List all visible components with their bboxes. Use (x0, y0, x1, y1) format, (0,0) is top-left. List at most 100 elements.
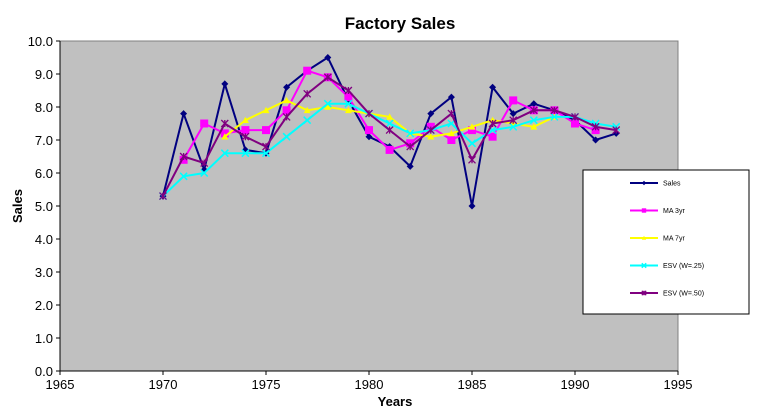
y-tick-label: 8.0 (35, 100, 53, 115)
data-point (262, 126, 270, 135)
data-point (591, 122, 600, 131)
series-layer (158, 54, 621, 210)
data-point (303, 106, 311, 114)
y-tick-label: 4.0 (35, 232, 53, 247)
data-point (641, 235, 647, 240)
data-point (509, 96, 518, 105)
y-tick-label: 5.0 (35, 199, 53, 214)
data-point (365, 109, 373, 118)
y-tick-label: 6.0 (35, 166, 53, 181)
x-tick-label: 1970 (149, 377, 178, 392)
data-point (468, 155, 476, 164)
data-point (447, 136, 456, 144)
data-point (468, 202, 476, 210)
data-point (261, 149, 271, 158)
series-3 (158, 99, 621, 201)
plot-area (59, 40, 679, 372)
legend-item: MA 3yr (630, 208, 685, 215)
data-point (641, 180, 647, 186)
data-point (467, 139, 477, 148)
data-point (324, 54, 332, 61)
chart-title: Factory Sales (345, 14, 456, 33)
x-tick-label: 1995 (664, 377, 693, 392)
data-point (221, 80, 229, 88)
series-4 (159, 73, 621, 201)
y-tick-label: 9.0 (35, 67, 53, 82)
data-point (365, 133, 373, 141)
legend-label: ESV (W=.50) (663, 291, 704, 298)
data-point (323, 99, 332, 108)
data-point (386, 113, 394, 120)
x-tick-label: 1985 (458, 377, 487, 392)
data-point (159, 192, 167, 201)
data-point (179, 152, 188, 161)
data-point (509, 116, 518, 125)
data-point (385, 126, 394, 135)
data-point (406, 142, 415, 151)
data-point (550, 106, 559, 115)
data-point (344, 106, 352, 114)
data-point (262, 142, 270, 151)
data-point (303, 66, 312, 75)
data-point (571, 119, 579, 128)
data-point (468, 123, 476, 130)
data-point (385, 145, 394, 154)
data-point (641, 290, 647, 296)
x-tick-label: 1980 (355, 377, 384, 392)
data-point (241, 149, 250, 158)
data-point (283, 83, 291, 91)
data-point (282, 132, 291, 141)
data-point (282, 112, 291, 121)
data-point (344, 99, 353, 108)
data-point (406, 129, 415, 138)
data-point (550, 112, 559, 121)
data-point (447, 93, 455, 101)
data-point (180, 110, 188, 118)
legend-box (582, 169, 750, 315)
y-axis-label: Sales (10, 189, 25, 223)
legend-item: Sales (630, 181, 681, 188)
data-point (283, 96, 291, 104)
data-point (303, 116, 312, 125)
data-point (447, 129, 455, 137)
y-tick-label: 0.0 (35, 364, 53, 379)
legend-item: MA 7yr (630, 236, 685, 243)
data-point (529, 116, 538, 125)
data-point (529, 106, 538, 115)
data-point (468, 126, 476, 135)
y-tick-label: 2.0 (35, 298, 53, 313)
data-point (221, 133, 229, 140)
data-point (406, 162, 414, 170)
y-tick-label: 10.0 (28, 34, 53, 49)
data-point (571, 112, 579, 121)
y-tick-label: 3.0 (35, 265, 53, 280)
data-point (488, 132, 497, 141)
data-point (241, 126, 250, 135)
data-point (641, 262, 647, 269)
legend: Sales MA 3yr MA 7yr ESV (W=.25) ESV (W=.50) (582, 169, 750, 315)
data-point (241, 116, 249, 123)
data-point (509, 110, 517, 118)
data-point (365, 126, 373, 135)
data-point (262, 106, 270, 114)
data-point (488, 119, 497, 128)
x-tick-label: 1975 (252, 377, 281, 392)
data-point (427, 110, 435, 118)
data-point (427, 133, 435, 140)
data-point (489, 83, 497, 91)
legend-item: ESV (W=.50) (630, 290, 704, 298)
legend-label: ESV (W=.25) (663, 263, 704, 270)
x-tick-label: 1965 (46, 377, 75, 392)
data-point (241, 132, 250, 141)
data-point (220, 119, 229, 128)
data-point (200, 119, 209, 128)
legend-item: ESV (W=.25) (630, 262, 704, 270)
y-tick-label: 1.0 (35, 331, 53, 346)
y-tick-label: 7.0 (35, 133, 53, 148)
data-point (303, 89, 312, 98)
data-point (641, 208, 647, 213)
legend-label: Sales (663, 181, 681, 188)
data-point (344, 86, 353, 95)
x-tick-label: 1990 (561, 377, 590, 392)
